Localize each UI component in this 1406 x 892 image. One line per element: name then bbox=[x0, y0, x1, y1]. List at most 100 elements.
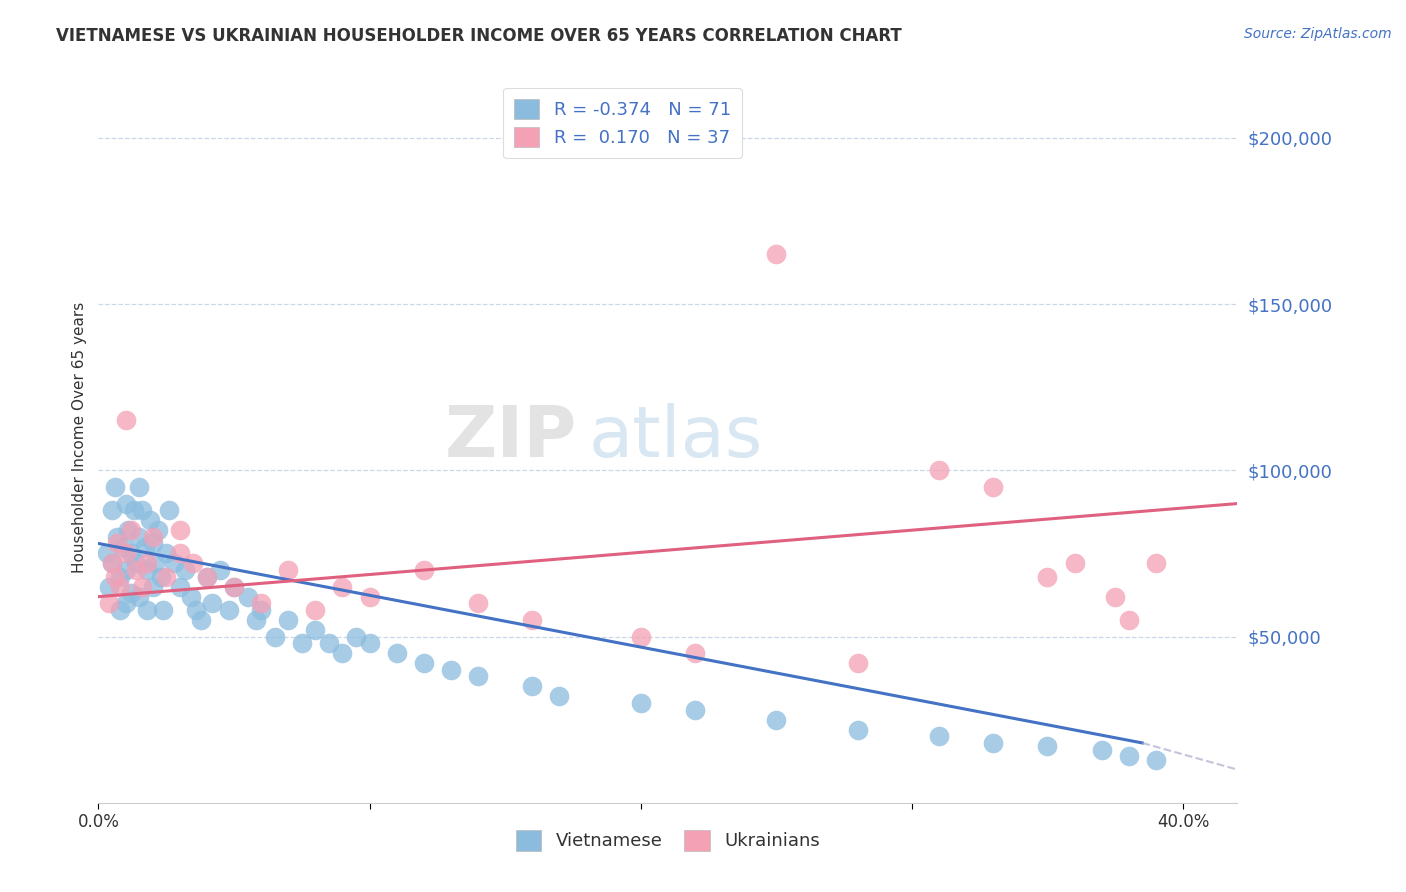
Point bbox=[236, 590, 259, 604]
Point bbox=[146, 523, 169, 537]
Point bbox=[104, 480, 127, 494]
Point bbox=[142, 530, 165, 544]
Point bbox=[134, 540, 156, 554]
Legend: Vietnamese, Ukrainians: Vietnamese, Ukrainians bbox=[508, 821, 828, 860]
Point bbox=[107, 530, 129, 544]
Point bbox=[114, 596, 136, 610]
Point bbox=[117, 523, 139, 537]
Point bbox=[765, 713, 787, 727]
Point bbox=[136, 563, 159, 577]
Point bbox=[139, 513, 162, 527]
Point bbox=[683, 703, 706, 717]
Point bbox=[107, 536, 129, 550]
Point bbox=[114, 497, 136, 511]
Point bbox=[104, 570, 127, 584]
Point bbox=[1118, 749, 1140, 764]
Point bbox=[96, 546, 118, 560]
Point bbox=[155, 570, 177, 584]
Point bbox=[359, 636, 381, 650]
Point bbox=[183, 557, 205, 571]
Point bbox=[467, 669, 489, 683]
Point bbox=[128, 590, 150, 604]
Point bbox=[128, 530, 150, 544]
Point bbox=[98, 596, 121, 610]
Point bbox=[155, 546, 177, 560]
Point bbox=[184, 603, 207, 617]
Point bbox=[149, 570, 172, 584]
Point bbox=[250, 603, 273, 617]
Point bbox=[467, 596, 489, 610]
Point bbox=[222, 580, 245, 594]
Point bbox=[765, 247, 787, 261]
Point bbox=[412, 656, 434, 670]
Point bbox=[630, 630, 652, 644]
Point bbox=[169, 546, 191, 560]
Point bbox=[1036, 570, 1059, 584]
Point bbox=[344, 630, 367, 644]
Point bbox=[136, 603, 159, 617]
Point bbox=[522, 680, 544, 694]
Point bbox=[169, 523, 191, 537]
Point bbox=[190, 613, 212, 627]
Point bbox=[108, 603, 131, 617]
Point bbox=[846, 656, 869, 670]
Point bbox=[98, 580, 121, 594]
Point bbox=[548, 690, 571, 704]
Point bbox=[195, 570, 218, 584]
Point bbox=[108, 570, 131, 584]
Point bbox=[928, 729, 950, 743]
Point bbox=[245, 613, 267, 627]
Point bbox=[114, 413, 136, 427]
Point bbox=[131, 503, 153, 517]
Point bbox=[108, 580, 131, 594]
Point bbox=[277, 563, 299, 577]
Point bbox=[136, 557, 159, 571]
Point bbox=[218, 603, 240, 617]
Point bbox=[928, 463, 950, 477]
Point bbox=[128, 480, 150, 494]
Point bbox=[332, 580, 354, 594]
Point bbox=[114, 546, 136, 560]
Point bbox=[522, 613, 544, 627]
Point bbox=[157, 503, 180, 517]
Point bbox=[125, 563, 148, 577]
Point bbox=[263, 630, 285, 644]
Point bbox=[209, 563, 232, 577]
Point bbox=[981, 736, 1004, 750]
Y-axis label: Householder Income Over 65 years: Householder Income Over 65 years bbox=[72, 301, 87, 573]
Point bbox=[1144, 557, 1167, 571]
Text: VIETNAMESE VS UKRAINIAN HOUSEHOLDER INCOME OVER 65 YEARS CORRELATION CHART: VIETNAMESE VS UKRAINIAN HOUSEHOLDER INCO… bbox=[56, 27, 903, 45]
Point bbox=[318, 636, 340, 650]
Point bbox=[169, 580, 191, 594]
Point bbox=[174, 563, 197, 577]
Point bbox=[1144, 753, 1167, 767]
Point bbox=[114, 563, 136, 577]
Point bbox=[142, 580, 165, 594]
Point bbox=[1118, 613, 1140, 627]
Point bbox=[125, 557, 148, 571]
Point bbox=[277, 613, 299, 627]
Point bbox=[304, 603, 326, 617]
Point bbox=[122, 503, 145, 517]
Point bbox=[163, 557, 186, 571]
Point bbox=[131, 580, 153, 594]
Point bbox=[201, 596, 224, 610]
Point bbox=[101, 557, 124, 571]
Text: atlas: atlas bbox=[588, 402, 762, 472]
Point bbox=[1091, 742, 1114, 756]
Point bbox=[332, 646, 354, 660]
Point bbox=[222, 580, 245, 594]
Point bbox=[1104, 590, 1126, 604]
Point bbox=[101, 503, 124, 517]
Point bbox=[846, 723, 869, 737]
Point bbox=[1063, 557, 1085, 571]
Point bbox=[250, 596, 273, 610]
Point bbox=[145, 557, 167, 571]
Point bbox=[291, 636, 314, 650]
Point bbox=[111, 540, 134, 554]
Point bbox=[195, 570, 218, 584]
Point bbox=[120, 586, 142, 600]
Point bbox=[120, 546, 142, 560]
Point bbox=[304, 623, 326, 637]
Point bbox=[1036, 739, 1059, 754]
